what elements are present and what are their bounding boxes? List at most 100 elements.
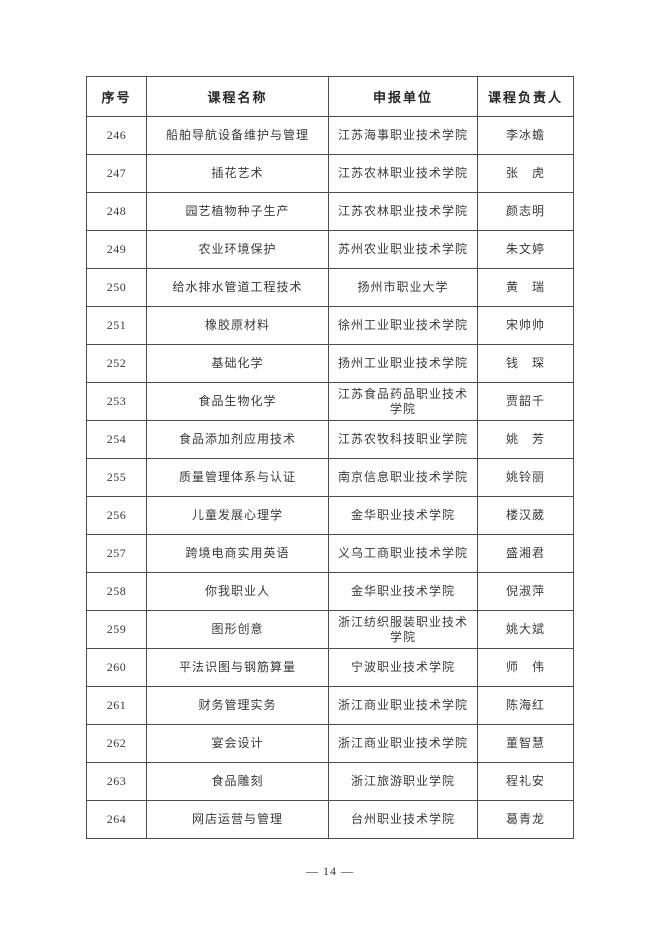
table-row: 263 食品雕刻 浙江旅游职业学院 程礼安 (86, 762, 574, 801)
cell-serial: 257 (86, 534, 147, 573)
cell-course-name: 园艺植物种子生产 (146, 192, 329, 231)
cell-serial: 255 (86, 458, 147, 497)
cell-unit: 义乌工商职业技术学院 (328, 534, 478, 573)
cell-leader: 陈海红 (477, 686, 574, 725)
cell-serial: 248 (86, 192, 147, 231)
cell-course-name: 跨境电商实用英语 (146, 534, 329, 573)
cell-course-name: 农业环境保护 (146, 230, 329, 269)
cell-course-name: 橡胶原材料 (146, 306, 329, 345)
cell-leader: 张 虎 (477, 154, 574, 193)
cell-course-name: 图形创意 (146, 610, 329, 649)
cell-leader: 黄 瑞 (477, 268, 574, 307)
table-row: 264 网店运营与管理 台州职业技术学院 葛青龙 (86, 800, 574, 839)
table-row: 258 你我职业人 金华职业技术学院 倪淑萍 (86, 572, 574, 611)
table-row: 253 食品生物化学 江苏食品药品职业技术学院 贾韶千 (86, 382, 574, 421)
cell-unit: 徐州工业职业技术学院 (328, 306, 478, 345)
cell-leader: 盛湘君 (477, 534, 574, 573)
cell-leader: 朱文婷 (477, 230, 574, 269)
course-table: 序号 课程名称 申报单位 课程负责人 246 船舶导航设备维护与管理 江苏海事职业技… (86, 76, 574, 839)
table-row: 248 园艺植物种子生产 江苏农林职业技术学院 颜志明 (86, 192, 574, 231)
cell-unit: 南京信息职业技术学院 (328, 458, 478, 497)
cell-leader: 倪淑萍 (477, 572, 574, 611)
course-table-body: 246 船舶导航设备维护与管理 江苏海事职业技术学院 李冰蟾 247 插花艺术 江苏农林职业… (86, 116, 574, 839)
cell-unit: 江苏农林职业技术学院 (328, 154, 478, 193)
cell-serial: 249 (86, 230, 147, 269)
table-row: 255 质量管理体系与认证 南京信息职业技术学院 姚铃丽 (86, 458, 574, 497)
course-table-header: 序号 课程名称 申报单位 课程负责人 (86, 76, 574, 117)
table-row: 246 船舶导航设备维护与管理 江苏海事职业技术学院 李冰蟾 (86, 116, 574, 155)
cell-leader: 董智慧 (477, 724, 574, 763)
cell-leader: 楼汉葳 (477, 496, 574, 535)
cell-serial: 246 (86, 116, 147, 155)
cell-unit: 浙江商业职业技术学院 (328, 686, 478, 725)
cell-serial: 254 (86, 420, 147, 459)
cell-unit: 江苏食品药品职业技术学院 (328, 382, 478, 421)
cell-serial: 264 (86, 800, 147, 839)
cell-course-name: 儿童发展心理学 (146, 496, 329, 535)
cell-serial: 247 (86, 154, 147, 193)
cell-serial: 256 (86, 496, 147, 535)
table-row: 256 儿童发展心理学 金华职业技术学院 楼汉葳 (86, 496, 574, 535)
table-row: 259 图形创意 浙江纺织服装职业技术学院 姚大斌 (86, 610, 574, 649)
table-row: 247 插花艺术 江苏农林职业技术学院张 虎 (86, 154, 574, 193)
table-row: 261 财务管理实务 浙江商业职业技术学院 陈海红 (86, 686, 574, 725)
cell-course-name: 平法识图与钢筋算量 (146, 648, 329, 687)
column-header-unit: 申报单位 (328, 76, 478, 117)
cell-unit: 江苏海事职业技术学院 (328, 116, 478, 155)
cell-serial: 259 (86, 610, 147, 649)
cell-unit: 苏州农业职业技术学院 (328, 230, 478, 269)
cell-leader: 颜志明 (477, 192, 574, 231)
cell-unit: 江苏农林职业技术学院 (328, 192, 478, 231)
column-header-leader: 课程负责人 (477, 76, 574, 117)
table-row: 262 宴会设计 浙江商业职业技术学院 董智慧 (86, 724, 574, 763)
table-row: 260 平法识图与钢筋算量 宁波职业技术学院师 伟 (86, 648, 574, 687)
cell-course-name: 宴会设计 (146, 724, 329, 763)
cell-course-name: 网店运营与管理 (146, 800, 329, 839)
cell-course-name: 财务管理实务 (146, 686, 329, 725)
cell-serial: 253 (86, 382, 147, 421)
table-row: 250 给水排水管道工程技术 扬州市职业大学黄 瑞 (86, 268, 574, 307)
cell-serial: 250 (86, 268, 147, 307)
column-header-serial: 序号 (86, 76, 147, 117)
cell-leader: 贾韶千 (477, 382, 574, 421)
cell-unit: 浙江纺织服装职业技术学院 (328, 610, 478, 649)
table-row: 254 食品添加剂应用技术 江苏农牧科技职业学院姚 芳 (86, 420, 574, 459)
table-row: 257 跨境电商实用英语 义乌工商职业技术学院 盛湘君 (86, 534, 574, 573)
cell-unit: 宁波职业技术学院 (328, 648, 478, 687)
cell-course-name: 食品添加剂应用技术 (146, 420, 329, 459)
cell-unit: 浙江商业职业技术学院 (328, 724, 478, 763)
cell-unit: 金华职业技术学院 (328, 572, 478, 611)
cell-leader: 李冰蟾 (477, 116, 574, 155)
column-header-course-name: 课程名称 (146, 76, 329, 117)
cell-course-name: 食品雕刻 (146, 762, 329, 801)
cell-unit: 扬州市职业大学 (328, 268, 478, 307)
cell-leader: 宋帅帅 (477, 306, 574, 345)
cell-serial: 263 (86, 762, 147, 801)
cell-serial: 251 (86, 306, 147, 345)
cell-leader: 姚大斌 (477, 610, 574, 649)
table-row: 252 基础化学 扬州工业职业技术学院钱 琛 (86, 344, 574, 383)
header-row: 序号 课程名称 申报单位 课程负责人 (86, 76, 574, 117)
cell-leader: 钱 琛 (477, 344, 574, 383)
cell-course-name: 基础化学 (146, 344, 329, 383)
cell-course-name: 给水排水管道工程技术 (146, 268, 329, 307)
page-number: — 14 — (306, 864, 354, 878)
cell-leader: 姚 芳 (477, 420, 574, 459)
cell-unit: 金华职业技术学院 (328, 496, 478, 535)
cell-unit: 江苏农牧科技职业学院 (328, 420, 478, 459)
cell-course-name: 你我职业人 (146, 572, 329, 611)
table-row: 249 农业环境保护 苏州农业职业技术学院 朱文婷 (86, 230, 574, 269)
cell-leader: 姚铃丽 (477, 458, 574, 497)
table-row: 251 橡胶原材料 徐州工业职业技术学院 宋帅帅 (86, 306, 574, 345)
cell-serial: 260 (86, 648, 147, 687)
cell-course-name: 食品生物化学 (146, 382, 329, 421)
cell-unit: 台州职业技术学院 (328, 800, 478, 839)
cell-serial: 261 (86, 686, 147, 725)
cell-leader: 程礼安 (477, 762, 574, 801)
cell-unit: 扬州工业职业技术学院 (328, 344, 478, 383)
cell-course-name: 船舶导航设备维护与管理 (146, 116, 329, 155)
cell-leader: 葛青龙 (477, 800, 574, 839)
cell-serial: 262 (86, 724, 147, 763)
cell-course-name: 插花艺术 (146, 154, 329, 193)
